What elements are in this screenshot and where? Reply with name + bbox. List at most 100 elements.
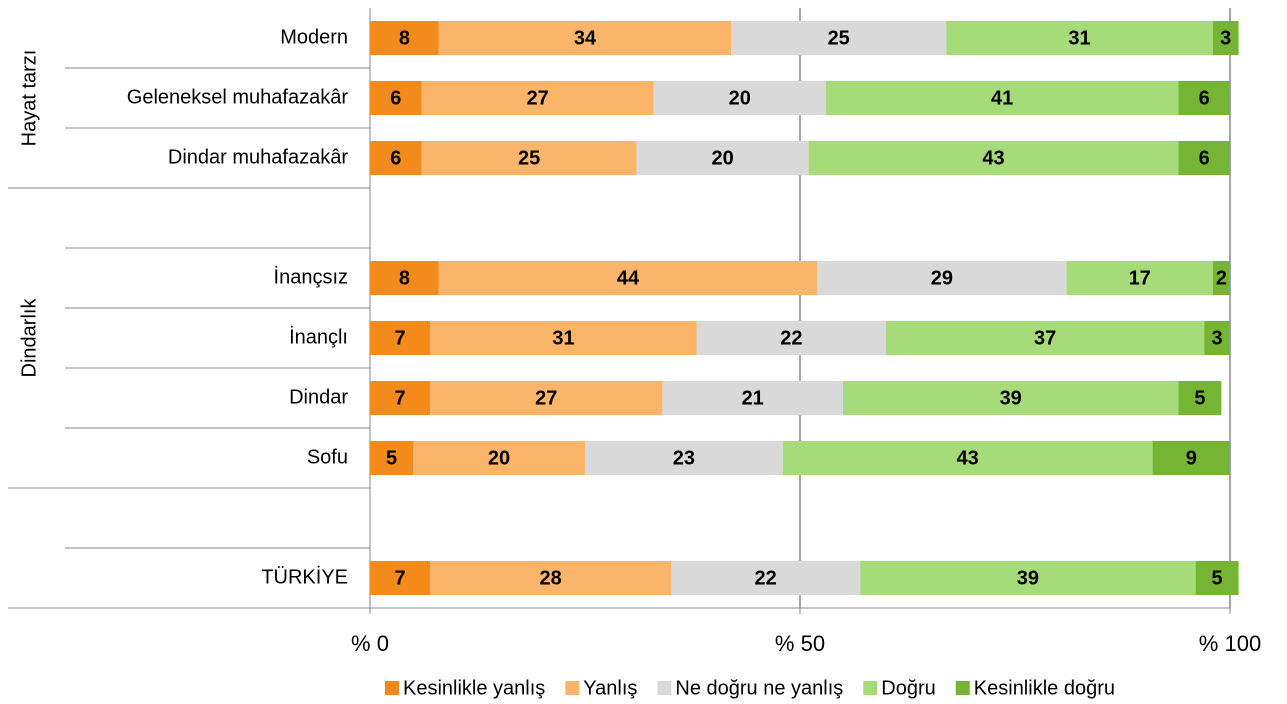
bar-segment <box>671 561 861 595</box>
bar-segment <box>1212 261 1230 295</box>
bar-segment <box>370 321 431 355</box>
data-label: 44 <box>617 267 640 289</box>
bar-segment <box>585 441 783 475</box>
data-label: 22 <box>754 567 776 589</box>
bar-segment <box>825 81 1179 115</box>
bar-segment <box>1195 561 1239 595</box>
data-label: 17 <box>1129 267 1151 289</box>
bar-segment <box>430 321 697 355</box>
data-label: 6 <box>390 87 401 109</box>
bar-segment <box>438 261 818 295</box>
y-tick-label: Modern <box>280 26 348 48</box>
bar-segment <box>1178 381 1222 415</box>
data-label: 5 <box>386 447 397 469</box>
y-tick-label: Sofu <box>307 446 348 468</box>
data-label: 37 <box>1034 327 1056 349</box>
data-label: 21 <box>742 387 764 409</box>
bar-segment <box>886 321 1205 355</box>
legend-swatch <box>955 681 970 695</box>
bar-segment <box>1204 321 1230 355</box>
data-label: 31 <box>1068 27 1090 49</box>
bar-segment <box>782 441 1153 475</box>
group-label: Hayat tarzı <box>18 50 40 147</box>
data-label: 20 <box>729 87 751 109</box>
y-tick-label: Dindar muhafazakâr <box>168 146 348 168</box>
bar-segment <box>413 441 585 475</box>
data-label: 28 <box>539 567 561 589</box>
group-label: Dindarlık <box>18 298 40 378</box>
legend-label: Doğru <box>881 677 935 699</box>
x-tick-label: % 50 <box>775 631 825 656</box>
bar-segment <box>370 561 431 595</box>
data-label: 7 <box>395 327 406 349</box>
data-label: 20 <box>711 147 733 169</box>
bar-segment <box>1178 141 1230 175</box>
data-label: 7 <box>395 387 406 409</box>
data-label: 43 <box>982 147 1004 169</box>
bar-segment <box>636 141 809 175</box>
legend-swatch <box>385 681 399 695</box>
data-label: 3 <box>1220 27 1231 49</box>
legend-label: Kesinlikle doğru <box>974 677 1115 699</box>
data-label: 41 <box>991 87 1013 109</box>
legend-swatch <box>657 681 672 695</box>
data-label: 27 <box>535 387 557 409</box>
data-label: 8 <box>399 27 410 49</box>
data-label: 25 <box>518 147 540 169</box>
bar-segment <box>370 381 431 415</box>
bar-segment <box>1152 441 1230 475</box>
bar-segment <box>653 81 826 115</box>
y-tick-label: İnançsız <box>274 265 348 288</box>
bar-segment <box>946 21 1213 55</box>
y-tick-label: Geleneksel muhafazakâr <box>127 86 349 108</box>
bar-segment <box>370 261 439 295</box>
x-tick-label: % 100 <box>1199 631 1261 656</box>
legend-swatch <box>565 681 580 695</box>
legend-label: Yanlış <box>583 677 637 699</box>
data-label: 34 <box>574 27 597 49</box>
bar-segment <box>430 561 671 595</box>
bar-segment <box>370 441 413 475</box>
x-tick-label: % 0 <box>351 631 389 656</box>
data-label: 3 <box>1212 327 1223 349</box>
data-label: 9 <box>1186 447 1197 469</box>
bar-segment <box>817 261 1067 295</box>
bar-segment <box>696 321 886 355</box>
legend-label: Kesinlikle yanlış <box>403 677 545 699</box>
data-label: 29 <box>931 267 953 289</box>
bar-segment <box>1066 261 1213 295</box>
legend-label: Ne doğru ne yanlış <box>675 677 843 699</box>
data-label: 25 <box>828 27 850 49</box>
data-label: 7 <box>395 567 406 589</box>
bar-segment <box>1212 21 1239 55</box>
data-label: 39 <box>1017 567 1039 589</box>
data-label: 6 <box>390 147 401 169</box>
data-label: 6 <box>1199 87 1210 109</box>
data-label: 43 <box>957 447 979 469</box>
bar-segment <box>1178 81 1230 115</box>
bar-segment <box>421 81 654 115</box>
bar-segment <box>421 141 637 175</box>
legend-swatch <box>863 681 878 695</box>
data-label: 6 <box>1199 147 1210 169</box>
y-tick-label: TÜRKİYE <box>261 565 348 588</box>
bar-segment <box>860 561 1196 595</box>
bar-segment <box>662 381 843 415</box>
data-label: 2 <box>1216 267 1227 289</box>
data-label: 22 <box>780 327 802 349</box>
data-label: 5 <box>1212 567 1223 589</box>
bar-segment <box>438 21 732 55</box>
bar-segment <box>808 141 1179 175</box>
bar-segment <box>430 381 663 415</box>
data-label: 5 <box>1194 387 1205 409</box>
bar-segment <box>370 21 439 55</box>
bar-segment <box>370 81 422 115</box>
y-tick-label: İnançlı <box>289 325 348 348</box>
data-label: 23 <box>673 447 695 469</box>
bar-segment <box>731 21 947 55</box>
data-label: 39 <box>1000 387 1022 409</box>
data-label: 20 <box>488 447 510 469</box>
bar-segment <box>843 381 1179 415</box>
data-label: 27 <box>527 87 549 109</box>
